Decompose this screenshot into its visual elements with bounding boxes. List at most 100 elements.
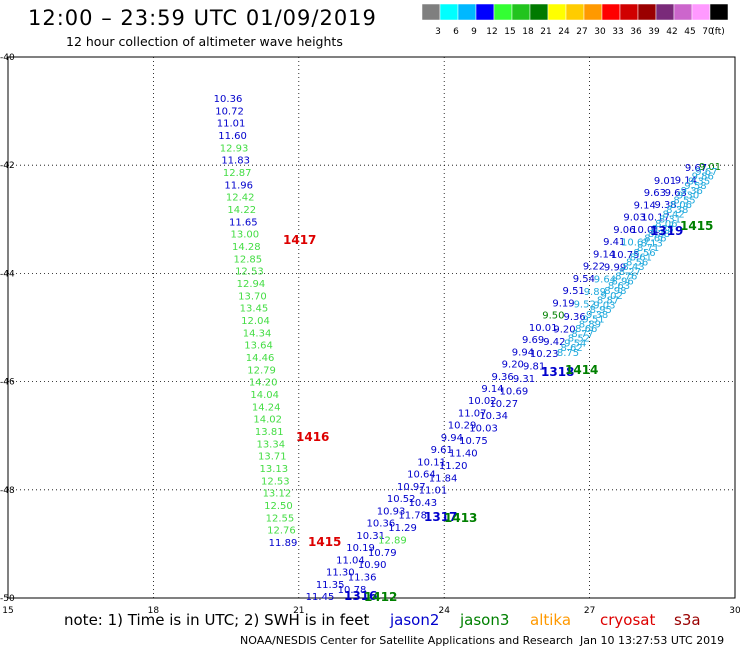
swh-label-east-track: 11.01 <box>419 486 448 497</box>
colorbar-label: 15 <box>504 27 515 37</box>
swh-label-west-track: 12.79 <box>247 365 276 376</box>
swh-label-east-track: 9.36 <box>492 372 514 383</box>
swh-label-east-track: 10.27 <box>489 399 518 410</box>
swh-label-east-track: 10.23 <box>530 349 559 360</box>
swh-label-cyan-track: 8.95 <box>590 305 612 316</box>
colorbar-label: 30 <box>594 27 606 37</box>
swh-label-east-track: 9.20 <box>553 324 575 335</box>
swh-label-cyan-track: 8.62 <box>561 343 583 354</box>
swh-label-cyan-track: 8.38 <box>652 224 674 235</box>
swh-label-east-track: 9.64 <box>594 275 616 286</box>
x-tick-label: 21 <box>293 606 304 616</box>
swh-label-east-track: 10.90 <box>358 560 387 571</box>
swh-label-east-track: 10.69 <box>500 386 529 397</box>
swh-label-east-track: 9.20 <box>502 360 524 371</box>
swh-label-east-track: 9.14 <box>634 200 656 211</box>
swh-label-east-track: 12.89 <box>378 535 407 546</box>
swh-label-cyan-track: 9.86 <box>692 172 714 183</box>
swh-label-east-track: 10.36 <box>367 519 396 530</box>
swh-label-cyan-track: 9.67 <box>695 167 717 178</box>
credit-line: NOAA/NESDIS Center for Satellite Applica… <box>240 634 574 647</box>
swh-label-west-track: 12.04 <box>241 316 270 327</box>
swh-label-cyan-track: 9.30 <box>677 191 699 202</box>
pass-time-label: 1416 <box>296 430 329 444</box>
swh-label-east-track: 10.75 <box>459 436 488 447</box>
wave-height-colorbar: 3 6 9 12 15 18 21 24 27 30 33 36 39 42 45 70(ft) <box>422 4 729 37</box>
swh-label-east-track: 9.14 <box>675 175 697 186</box>
swh-label-east-track: 11.04 <box>336 555 365 566</box>
swh-label-cyan-track: 9.54 <box>564 338 586 349</box>
swh-label-cyan-track: 8.87 <box>597 296 619 307</box>
y-tick-label: -44 <box>0 269 15 279</box>
y-tick-label: -48 <box>0 486 15 496</box>
swh-label-east-track: 9.63 <box>644 188 666 199</box>
colorbar-swatch <box>709 4 729 21</box>
swh-label-west-track: 13.45 <box>240 304 269 315</box>
swh-label-east-track: 9.50 <box>542 311 564 322</box>
satellite-legend-altika: altika <box>530 611 572 629</box>
pass-time-label: 1318 <box>541 365 574 379</box>
map-subtitle: 12 hour collection of altimeter wave hei… <box>66 34 343 49</box>
swh-label-east-track: 11.78 <box>398 511 427 522</box>
swh-label-east-track: 10.34 <box>479 411 508 422</box>
swh-label-cyan-track: 8.06 <box>655 219 677 230</box>
satellite-legend-jason2: jason2 <box>390 611 440 629</box>
swh-label-east-track: 10.31 <box>356 531 385 542</box>
swh-label-east-track: 10.79 <box>368 548 397 559</box>
swh-label-east-track: 11.29 <box>388 523 417 534</box>
swh-label-east-track: 10.64 <box>407 470 436 481</box>
colorbar-label: 9 <box>471 27 477 37</box>
swh-label-east-track: 10.11 <box>417 457 446 468</box>
swh-label-east-track: 10.78 <box>338 585 367 596</box>
swh-label-east-track: 11.36 <box>348 573 377 584</box>
pass-time-label: 1316 <box>344 589 377 603</box>
swh-label-east-track: 11.45 <box>306 592 335 603</box>
swh-label-cyan-track: 8.56 <box>633 248 655 259</box>
swh-label-west-track: 14.20 <box>249 378 278 389</box>
swh-label-east-track: 9.63 <box>665 188 687 199</box>
colorbar-label: 42 <box>666 27 677 37</box>
swh-label-east-track: 9.81 <box>523 362 545 373</box>
colorbar-label: 27 <box>576 27 587 37</box>
swh-label-cyan-track: 8.77 <box>571 329 593 340</box>
swh-label-west-track: 14.34 <box>243 328 272 339</box>
colorbar-label: 33 <box>612 27 623 37</box>
swh-label-cyan-track: 9.02 <box>601 291 623 302</box>
swh-label-west-track: 13.00 <box>230 230 259 241</box>
x-tick-label: 24 <box>438 606 450 616</box>
colorbar-label: 70 <box>702 27 714 37</box>
colorbar-label: 45 <box>684 27 695 37</box>
swh-label-west-track: 11.83 <box>221 156 250 167</box>
swh-label-east-track: 9.69 <box>522 335 544 346</box>
swh-label-cyan-track: 8.31 <box>659 214 681 225</box>
swh-label-cyan-track: 8.61 <box>630 253 652 264</box>
swh-label-east-track: 9.89 <box>584 287 606 298</box>
swh-label-east-track: 11.35 <box>316 580 345 591</box>
swh-label-east-track: 9.01 <box>654 176 676 187</box>
swh-label-west-track: 11.89 <box>269 538 298 549</box>
swh-label-west-track: 12.53 <box>235 267 264 278</box>
swh-label-east-track: 11.40 <box>449 448 478 459</box>
swh-label-cyan-track: 8.52 <box>568 334 590 345</box>
colorbar-label: 36 <box>630 27 642 37</box>
swh-label-west-track: 14.22 <box>227 205 256 216</box>
x-tick-label: 30 <box>729 606 740 616</box>
swh-label-west-track: 11.60 <box>218 131 247 142</box>
swh-label-east-track: 9.52 <box>574 300 596 311</box>
swh-label-west-track: 12.76 <box>267 526 296 537</box>
satellite-legend-cryosat: cryosat <box>600 611 656 629</box>
swh-label-west-track: 14.28 <box>232 242 261 253</box>
swh-label-east-track: 9.19 <box>552 298 574 309</box>
swh-label-west-track: 11.65 <box>229 217 258 228</box>
swh-label-cyan-track: 9.03 <box>593 300 615 311</box>
swh-label-cyan-track: 9.35 <box>688 176 710 187</box>
swh-label-west-track: 14.46 <box>246 353 275 364</box>
swh-label-east-track: 10.67 <box>621 237 650 248</box>
swh-label-cyan-track: 8.98 <box>604 286 626 297</box>
swh-label-east-track: 10.93 <box>377 506 406 517</box>
swh-label-cyan-track: 8.76 <box>615 272 637 283</box>
swh-label-west-track: 12.87 <box>223 168 252 179</box>
swh-label-cyan-track: 8.66 <box>644 234 666 245</box>
swh-label-cyan-track: 8.13 <box>641 238 663 249</box>
swh-label-east-track: 10.03 <box>469 424 498 435</box>
